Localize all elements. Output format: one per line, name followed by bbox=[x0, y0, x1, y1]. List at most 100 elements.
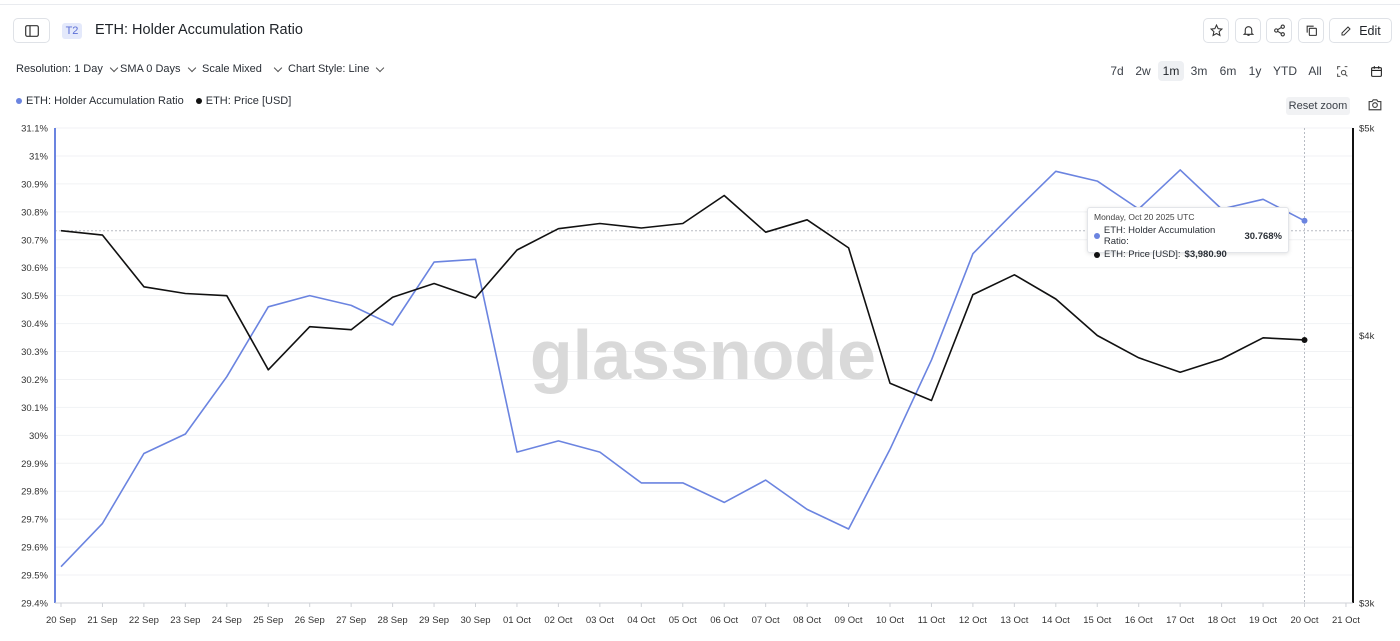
tooltip-price-dot bbox=[1094, 251, 1100, 258]
tooltip-row-price: ETH: Price [USD]: $3,980.90 bbox=[1094, 249, 1282, 260]
legend-price-dot bbox=[195, 98, 202, 104]
x-tick-label: 23 Sep bbox=[170, 615, 200, 626]
x-tick-label: 19 Oct bbox=[1249, 615, 1277, 626]
x-tick-label: 17 Oct bbox=[1166, 615, 1194, 626]
x-tick-label: 30 Sep bbox=[460, 615, 490, 626]
series-line-holder-ratio bbox=[60, 169, 1305, 568]
resolution-label: Resolution: 1 Day bbox=[16, 63, 103, 75]
resolution-select[interactable]: Resolution: 1 Day bbox=[16, 63, 119, 75]
copy-icon bbox=[1306, 25, 1317, 36]
y-right-tick-label: $4k bbox=[1359, 331, 1375, 342]
x-tick-label: 16 Oct bbox=[1125, 615, 1153, 626]
range-1m[interactable]: 1m bbox=[1158, 61, 1184, 81]
x-tick-label: 07 Oct bbox=[752, 615, 780, 626]
y-left-tick-label: 30.5% bbox=[21, 291, 48, 302]
y-right-tick-label: $3k bbox=[1359, 599, 1375, 610]
favorite-button[interactable] bbox=[1203, 18, 1229, 43]
price-hover-point bbox=[1301, 336, 1308, 343]
x-ticks: 20 Sep 21 Sep 22 Sep 23 Sep 24 Sep 25 Sep 26 S… bbox=[46, 603, 1360, 626]
y-right-tick-label: $5k bbox=[1359, 124, 1375, 135]
range-7d[interactable]: 7d bbox=[1110, 64, 1124, 78]
range-6m[interactable]: 6m bbox=[1219, 64, 1237, 78]
zoom-select-button[interactable] bbox=[1331, 61, 1353, 81]
chart-legend: ETH: Holder Accumulation Ratio ETH: Pric… bbox=[16, 95, 291, 107]
scale-select[interactable]: Scale Mixed bbox=[202, 63, 283, 75]
share-icon bbox=[1273, 24, 1285, 37]
screenshot-button[interactable] bbox=[1368, 98, 1382, 116]
y-left-tick-label: 30% bbox=[29, 431, 49, 442]
series-points bbox=[1301, 217, 1308, 343]
x-tick-label: 15 Oct bbox=[1083, 615, 1111, 626]
page-title: ETH: Holder Accumulation Ratio bbox=[95, 22, 303, 38]
legend-ratio-dot bbox=[16, 98, 22, 104]
y-left-tick-label: 29.5% bbox=[21, 571, 48, 582]
legend-price-label: ETH: Price [USD] bbox=[205, 95, 292, 107]
legend-item-price[interactable]: ETH: Price [USD] bbox=[195, 95, 292, 107]
y-left-tick-label: 31% bbox=[29, 151, 49, 162]
edit-button[interactable]: Edit bbox=[1329, 18, 1392, 43]
tier-badge: T2 bbox=[62, 23, 82, 39]
range-1y[interactable]: 1y bbox=[1248, 64, 1262, 78]
x-tick-label: 20 Oct bbox=[1291, 615, 1319, 626]
tooltip-ratio-value: 30.768% bbox=[1244, 230, 1282, 242]
y-left-ticks: 31.1% 31% 30.9% 30.8% 30.7% 30.6% 30.5% 30.4% 30… bbox=[21, 124, 48, 610]
reset-zoom-button[interactable]: Reset zoom bbox=[1286, 97, 1350, 115]
x-tick-label: 09 Oct bbox=[835, 615, 863, 626]
x-tick-label: 10 Oct bbox=[876, 615, 904, 626]
y-left-tick-label: 29.8% bbox=[21, 487, 48, 498]
range-ytd[interactable]: YTD bbox=[1273, 64, 1297, 78]
y-left-tick-label: 30.9% bbox=[21, 179, 48, 190]
tooltip-row-ratio: ETH: Holder Accumulation Ratio: 30.768% bbox=[1094, 225, 1282, 247]
tooltip-price-label: ETH: Price [USD]: bbox=[1104, 249, 1181, 260]
range-all[interactable]: All bbox=[1308, 64, 1322, 78]
range-3m[interactable]: 3m bbox=[1190, 64, 1208, 78]
x-tick-label: 03 Oct bbox=[586, 615, 614, 626]
sma-select[interactable]: SMA 0 Days bbox=[120, 63, 196, 75]
axes bbox=[54, 128, 1354, 604]
y-left-tick-label: 31.1% bbox=[21, 124, 48, 135]
x-tick-label: 29 Sep bbox=[419, 615, 449, 626]
x-tick-label: 13 Oct bbox=[1000, 615, 1028, 626]
bell-icon bbox=[1242, 26, 1254, 36]
date-picker-button[interactable] bbox=[1365, 61, 1387, 81]
top-border bbox=[0, 4, 1400, 5]
x-tick-label: 04 Oct bbox=[627, 615, 655, 626]
x-tick-label: 02 Oct bbox=[544, 615, 572, 626]
tooltip-date: Monday, Oct 20 2025 UTC bbox=[1094, 212, 1195, 222]
x-tick-label: 18 Oct bbox=[1208, 615, 1236, 626]
x-tick-label: 28 Sep bbox=[378, 615, 408, 626]
x-tick-label: 20 Sep bbox=[46, 615, 76, 626]
chart-style-label: Chart Style: Line bbox=[288, 63, 370, 75]
y-left-tick-label: 30.3% bbox=[21, 347, 48, 358]
x-tick-label: 05 Oct bbox=[669, 615, 697, 626]
sidebar-panel-icon bbox=[24, 24, 39, 37]
y-left-tick-label: 29.9% bbox=[21, 459, 48, 470]
x-tick-label: 22 Sep bbox=[129, 615, 159, 626]
x-tick-label: 21 Sep bbox=[87, 615, 117, 626]
y-left-tick-label: 30.1% bbox=[21, 403, 48, 414]
duplicate-button[interactable] bbox=[1298, 18, 1324, 43]
star-icon bbox=[1209, 24, 1223, 37]
chart-style-select[interactable]: Chart Style: Line bbox=[288, 63, 385, 75]
sidebar-toggle-button[interactable] bbox=[13, 18, 50, 43]
x-tick-label: 25 Sep bbox=[253, 615, 283, 626]
edit-label: Edit bbox=[1359, 23, 1381, 38]
tooltip-ratio-dot bbox=[1094, 233, 1100, 239]
calendar-icon bbox=[1370, 65, 1382, 77]
sma-label: SMA 0 Days bbox=[120, 63, 181, 75]
y-left-tick-label: 30.2% bbox=[21, 375, 48, 386]
y-left-tick-label: 30.6% bbox=[21, 263, 48, 274]
legend-item-ratio[interactable]: ETH: Holder Accumulation Ratio bbox=[16, 95, 184, 107]
y-left-tick-label: 30.8% bbox=[21, 207, 48, 218]
alert-button[interactable] bbox=[1235, 18, 1261, 43]
x-tick-label: 11 Oct bbox=[918, 615, 946, 626]
range-2w[interactable]: 2w bbox=[1135, 64, 1151, 78]
y-left-tick-label: 30.7% bbox=[21, 235, 48, 246]
x-tick-label: 24 Sep bbox=[212, 615, 242, 626]
x-tick-label: 01 Oct bbox=[503, 615, 531, 626]
scale-label: Scale Mixed bbox=[202, 63, 262, 75]
zoom-area-icon bbox=[1336, 65, 1348, 77]
legend-ratio-label: ETH: Holder Accumulation Ratio bbox=[26, 95, 184, 107]
share-button[interactable] bbox=[1266, 18, 1292, 43]
